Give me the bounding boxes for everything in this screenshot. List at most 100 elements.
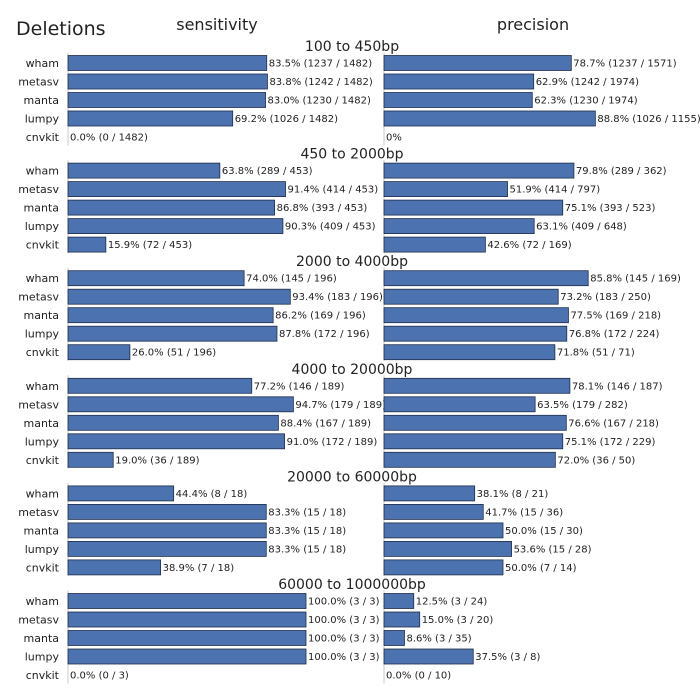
tool-label-cnvkit: cnvkit: [26, 346, 60, 359]
prec-value-label-lumpy: 63.1% (409 / 648): [536, 222, 627, 233]
sens-value-label-lumpy: 91.0% (172 / 189): [287, 437, 378, 448]
sens-value-label-manta: 86.2% (169 / 196): [275, 311, 366, 322]
tool-label-metasv: metasv: [18, 614, 59, 627]
sens-bar-metasv: [67, 396, 294, 413]
prec-bar-manta: [383, 630, 405, 646]
tool-label-cnvkit: cnvkit: [26, 561, 60, 574]
prec-value-label-cnvkit: 0.0% (0 / 10): [386, 671, 451, 682]
prec-bar-metasv: [383, 73, 535, 90]
tool-label-wham: wham: [26, 57, 59, 70]
sens-value-label-wham: 74.0% (145 / 196): [246, 274, 337, 285]
sens-bar-wham: [67, 55, 268, 71]
prec-bar-wham: [383, 162, 575, 179]
prec-bar-wham: [383, 377, 571, 394]
tool-label-manta: manta: [24, 309, 59, 322]
prec-bar-cnvkit: [383, 344, 556, 361]
panel-4: 20000 to 60000bp 44.4% (8 / 18) wham 83.3% …: [18, 469, 592, 576]
sens-value-label-metasv: 93.4% (183 / 196): [292, 292, 383, 303]
sens-value-label-metasv: 94.7% (179 / 189): [295, 400, 386, 411]
sens-bar-lumpy: [67, 541, 267, 557]
prec-value-label-metasv: 63.5% (179 / 282): [537, 400, 628, 411]
tool-label-lumpy: lumpy: [25, 435, 60, 448]
sens-bar-wham: [67, 377, 253, 394]
prec-value-label-cnvkit: 72.0% (36 / 50): [557, 455, 635, 466]
prec-value-label-lumpy: 53.6% (15 / 28): [514, 544, 592, 555]
sens-value-label-metasv: 83.8% (1242 / 1482): [269, 77, 372, 88]
sens-bar-manta: [67, 199, 275, 216]
tool-label-metasv: metasv: [18, 291, 59, 304]
tool-label-metasv: metasv: [18, 398, 59, 411]
prec-value-label-lumpy: 88.8% (1026 / 1155): [597, 114, 700, 125]
sens-value-label-cnvkit: 38.9% (7 / 18): [163, 563, 235, 574]
prec-value-label-wham: 79.8% (289 / 362): [576, 166, 667, 177]
prec-value-label-manta: 8.6% (3 / 35): [406, 634, 471, 645]
prec-value-label-metasv: 62.9% (1242 / 1974): [536, 77, 639, 88]
tool-label-metasv: metasv: [18, 506, 59, 519]
prec-bar-lumpy: [383, 110, 596, 127]
panel-title: 20000 to 60000bp: [287, 469, 417, 485]
tool-label-lumpy: lumpy: [25, 328, 60, 341]
prec-bar-lumpy: [383, 541, 512, 557]
prec-value-label-manta: 62.3% (1230 / 1974): [534, 96, 637, 107]
tool-label-manta: manta: [24, 632, 59, 645]
prec-bar-metasv: [383, 503, 484, 520]
panel-title: 4000 to 20000bp: [292, 362, 413, 378]
sens-value-label-cnvkit: 15.9% (72 / 453): [108, 240, 192, 251]
prec-value-label-wham: 78.7% (1237 / 1571): [573, 59, 676, 70]
panel-3: 4000 to 20000bp 77.2% (146 / 189) wham 94.7…: [18, 362, 663, 469]
prec-value-label-lumpy: 37.5% (3 / 8): [475, 652, 540, 663]
tool-label-wham: wham: [26, 272, 59, 285]
column-heading-precision: precision: [497, 15, 569, 34]
prec-bar-lumpy: [383, 648, 474, 665]
sens-bar-wham: [67, 270, 245, 287]
sens-value-label-wham: 83.5% (1237 / 1482): [269, 59, 372, 70]
prec-bar-metasv: [383, 611, 421, 628]
tool-label-wham: wham: [26, 380, 59, 393]
prec-bar-manta: [383, 92, 533, 108]
tool-label-cnvkit: cnvkit: [26, 239, 60, 252]
panel-5: 60000 to 1000000bp 100.0% (3 / 3) wham 100.…: [18, 577, 541, 684]
sens-value-label-lumpy: 87.8% (172 / 196): [279, 329, 370, 340]
sens-bar-manta: [67, 522, 267, 539]
sens-bar-cnvkit: [67, 236, 107, 253]
sens-value-label-wham: 77.2% (146 / 189): [254, 381, 345, 392]
prec-value-label-wham: 38.1% (8 / 21): [477, 489, 549, 500]
tool-label-cnvkit: cnvkit: [26, 131, 60, 144]
prec-value-label-cnvkit: 42.6% (72 / 169): [487, 240, 571, 251]
sens-value-label-metasv: 83.3% (15 / 18): [268, 507, 346, 518]
figure-title: Deletions: [16, 18, 106, 40]
panel-0: 100 to 450bp 83.5% (1237 / 1482) wham 83.8%…: [18, 39, 700, 146]
sens-value-label-metasv: 100.0% (3 / 3): [308, 615, 380, 626]
panel-title: 60000 to 1000000bp: [278, 577, 426, 593]
sens-bar-manta: [67, 630, 307, 646]
sens-bar-wham: [67, 162, 221, 179]
sens-bar-cnvkit: [67, 344, 131, 361]
sens-bar-manta: [67, 92, 266, 108]
tool-label-wham: wham: [26, 487, 59, 500]
prec-value-label-metasv: 41.7% (15 / 36): [485, 507, 563, 518]
sens-bar-metasv: [67, 181, 286, 198]
prec-bar-manta: [383, 199, 564, 216]
sens-value-label-metasv: 91.4% (414 / 453): [288, 185, 379, 196]
prec-value-label-wham: 78.1% (146 / 187): [572, 381, 663, 392]
panels: 100 to 450bp 83.5% (1237 / 1482) wham 83.8%…: [18, 39, 700, 684]
sens-value-label-manta: 100.0% (3 / 3): [308, 634, 380, 645]
sens-value-label-cnvkit: 0.0% (0 / 1482): [70, 133, 148, 144]
prec-value-label-metasv: 15.0% (3 / 20): [422, 615, 494, 626]
prec-bar-wham: [383, 55, 572, 71]
prec-bar-cnvkit: [383, 236, 486, 253]
sens-value-label-lumpy: 69.2% (1026 / 1482): [235, 114, 338, 125]
tool-label-manta: manta: [24, 94, 59, 107]
prec-bar-cnvkit: [383, 559, 504, 576]
sens-value-label-manta: 83.0% (1230 / 1482): [268, 96, 371, 107]
prec-value-label-manta: 76.6% (167 / 218): [568, 418, 659, 429]
sens-value-label-wham: 100.0% (3 / 3): [308, 597, 380, 608]
prec-bar-lumpy: [383, 218, 535, 235]
tool-label-lumpy: lumpy: [25, 651, 60, 664]
sens-value-label-lumpy: 100.0% (3 / 3): [308, 652, 380, 663]
sens-bar-lumpy: [67, 648, 307, 665]
sens-bar-cnvkit: [67, 559, 161, 576]
sens-value-label-lumpy: 83.3% (15 / 18): [268, 544, 346, 555]
prec-bar-wham: [383, 270, 589, 287]
